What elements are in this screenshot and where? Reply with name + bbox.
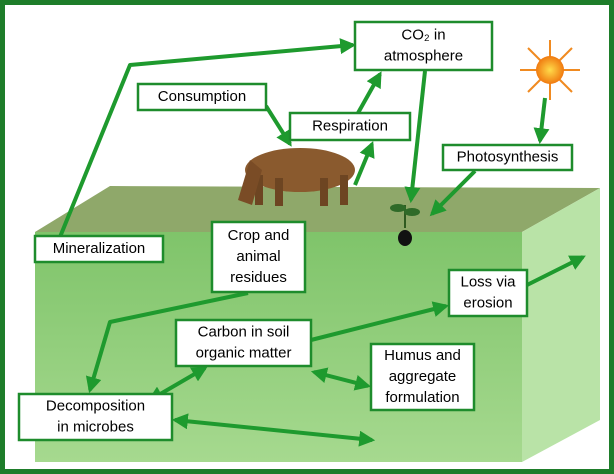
node-box — [33, 234, 165, 264]
node: Respiration — [288, 111, 412, 142]
node-label: formulation — [385, 389, 459, 406]
node-label: Respiration — [312, 117, 388, 134]
node: CO₂ in atmosphere — [353, 20, 494, 72]
node: Consumption — [136, 82, 268, 112]
node: Mineralization — [33, 234, 165, 264]
node: Photosynthesis — [441, 143, 574, 172]
node-label: organic matter — [196, 344, 292, 361]
node-box — [353, 20, 494, 72]
node-box — [288, 111, 412, 142]
node-label: Carbon in soil — [198, 323, 290, 340]
node: Humus and aggregate formulation — [369, 342, 476, 412]
node: Decomposition in microbes — [17, 392, 174, 442]
node-label: Loss via — [460, 273, 516, 290]
node-box — [447, 268, 529, 318]
plant — [390, 204, 420, 246]
node-box — [17, 392, 174, 442]
node-label: Consumption — [158, 88, 246, 105]
node-label: animal — [236, 248, 280, 265]
node-label: aggregate — [389, 368, 457, 385]
sun — [520, 40, 580, 100]
arrows — [58, 38, 586, 447]
node-label: residues — [230, 269, 287, 286]
node-label: in microbes — [57, 418, 134, 435]
node-label: Photosynthesis — [457, 148, 559, 165]
node: Crop and animal residues — [210, 220, 307, 294]
node-box — [136, 82, 268, 112]
node-box — [369, 342, 476, 412]
node: Loss via erosion — [447, 268, 529, 318]
node-box — [441, 143, 574, 172]
node-box — [174, 318, 313, 368]
node-label: Mineralization — [53, 240, 146, 257]
node: Carbon in soil organic matter — [174, 318, 313, 368]
node-label: Humus and — [384, 347, 461, 364]
node-box — [210, 220, 307, 294]
node-label: Decomposition — [46, 397, 145, 414]
node-label: atmosphere — [384, 47, 463, 64]
node-label: erosion — [463, 294, 512, 311]
node-label: CO₂ in — [401, 26, 445, 43]
node-label: Crop and — [228, 227, 290, 244]
cow — [238, 148, 355, 206]
